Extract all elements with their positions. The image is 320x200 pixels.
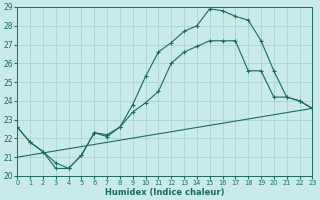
X-axis label: Humidex (Indice chaleur): Humidex (Indice chaleur): [105, 188, 225, 197]
